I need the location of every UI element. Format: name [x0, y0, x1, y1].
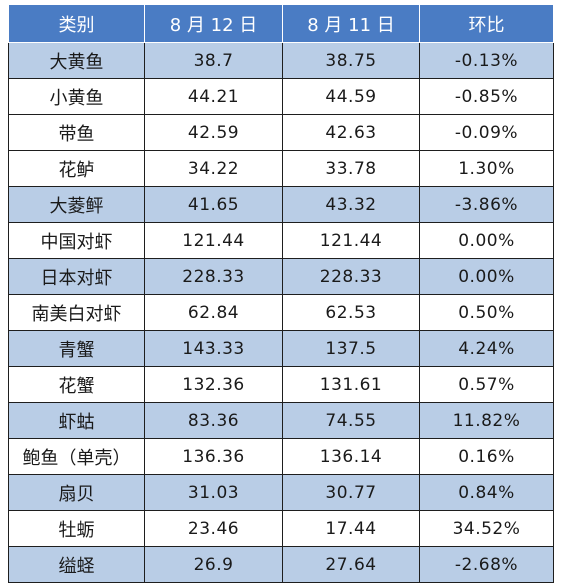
cell-aug11: 27.64 [282, 546, 420, 583]
cell-aug12: 31.03 [144, 474, 283, 511]
seafood-price-table: 类别 8 月 12 日 8 月 11 日 环比 大黄鱼 38.7 38.75 -… [8, 4, 554, 583]
table-row: 花蟹 132.36 131.61 0.57% [8, 366, 554, 403]
cell-aug12: 121.44 [144, 222, 283, 259]
table-row: 大菱鲆 41.65 43.32 -3.86% [8, 186, 554, 223]
cell-name: 花蟹 [8, 366, 145, 403]
table-row: 大黄鱼 38.7 38.75 -0.13% [8, 42, 554, 79]
header-aug11: 8 月 11 日 [282, 4, 420, 43]
cell-name: 日本对虾 [8, 258, 145, 295]
cell-change: 34.52% [419, 510, 554, 547]
cell-aug12: 34.22 [144, 150, 283, 187]
cell-change: 0.50% [419, 294, 554, 331]
table-row: 牡蛎 23.46 17.44 34.52% [8, 510, 554, 547]
cell-change: 0.00% [419, 258, 554, 295]
cell-change: 0.00% [419, 222, 554, 259]
cell-name: 带鱼 [8, 114, 145, 151]
cell-aug11: 38.75 [282, 42, 420, 79]
table-row: 中国对虾 121.44 121.44 0.00% [8, 222, 554, 259]
table-row: 扇贝 31.03 30.77 0.84% [8, 474, 554, 511]
cell-change: -3.86% [419, 186, 554, 223]
cell-name: 缢蛏 [8, 546, 145, 583]
cell-name: 虾蛄 [8, 402, 145, 439]
cell-change: 11.82% [419, 402, 554, 439]
table-row: 缢蛏 26.9 27.64 -2.68% [8, 546, 554, 583]
table-row: 虾蛄 83.36 74.55 11.82% [8, 402, 554, 439]
cell-change: 1.30% [419, 150, 554, 187]
cell-name: 鲍鱼（单壳） [8, 438, 145, 475]
cell-name: 大黄鱼 [8, 42, 145, 79]
cell-aug12: 41.65 [144, 186, 283, 223]
cell-change: 0.16% [419, 438, 554, 475]
cell-aug12: 228.33 [144, 258, 283, 295]
cell-aug11: 62.53 [282, 294, 420, 331]
cell-name: 青蟹 [8, 330, 145, 367]
table-header-row: 类别 8 月 12 日 8 月 11 日 环比 [8, 4, 554, 43]
table-row: 小黄鱼 44.21 44.59 -0.85% [8, 78, 554, 115]
cell-aug12: 62.84 [144, 294, 283, 331]
cell-change: -0.09% [419, 114, 554, 151]
cell-change: -0.13% [419, 42, 554, 79]
cell-aug11: 42.63 [282, 114, 420, 151]
table-row: 花鲈 34.22 33.78 1.30% [8, 150, 554, 187]
cell-aug11: 17.44 [282, 510, 420, 547]
table-row: 日本对虾 228.33 228.33 0.00% [8, 258, 554, 295]
price-table-container: 类别 8 月 12 日 8 月 11 日 环比 大黄鱼 38.7 38.75 -… [8, 4, 554, 583]
header-category: 类别 [8, 4, 145, 43]
cell-aug11: 74.55 [282, 402, 420, 439]
cell-name: 花鲈 [8, 150, 145, 187]
cell-aug11: 43.32 [282, 186, 420, 223]
cell-aug12: 38.7 [144, 42, 283, 79]
cell-aug11: 33.78 [282, 150, 420, 187]
cell-name: 扇贝 [8, 474, 145, 511]
cell-name: 南美白对虾 [8, 294, 145, 331]
cell-aug12: 23.46 [144, 510, 283, 547]
cell-aug11: 121.44 [282, 222, 420, 259]
cell-aug12: 143.33 [144, 330, 283, 367]
cell-change: -0.85% [419, 78, 554, 115]
table-row: 鲍鱼（单壳） 136.36 136.14 0.16% [8, 438, 554, 475]
cell-name: 中国对虾 [8, 222, 145, 259]
cell-aug11: 30.77 [282, 474, 420, 511]
cell-aug12: 26.9 [144, 546, 283, 583]
cell-aug11: 137.5 [282, 330, 420, 367]
cell-name: 大菱鲆 [8, 186, 145, 223]
table-row: 南美白对虾 62.84 62.53 0.50% [8, 294, 554, 331]
cell-aug12: 132.36 [144, 366, 283, 403]
cell-change: 0.84% [419, 474, 554, 511]
cell-aug12: 44.21 [144, 78, 283, 115]
table-row: 青蟹 143.33 137.5 4.24% [8, 330, 554, 367]
cell-aug11: 44.59 [282, 78, 420, 115]
header-aug12: 8 月 12 日 [144, 4, 283, 43]
cell-aug12: 83.36 [144, 402, 283, 439]
cell-change: 4.24% [419, 330, 554, 367]
table-row: 带鱼 42.59 42.63 -0.09% [8, 114, 554, 151]
cell-change: -2.68% [419, 546, 554, 583]
cell-change: 0.57% [419, 366, 554, 403]
header-change: 环比 [419, 4, 554, 43]
cell-aug12: 136.36 [144, 438, 283, 475]
cell-aug12: 42.59 [144, 114, 283, 151]
cell-aug11: 131.61 [282, 366, 420, 403]
cell-aug11: 228.33 [282, 258, 420, 295]
cell-name: 牡蛎 [8, 510, 145, 547]
cell-aug11: 136.14 [282, 438, 420, 475]
cell-name: 小黄鱼 [8, 78, 145, 115]
